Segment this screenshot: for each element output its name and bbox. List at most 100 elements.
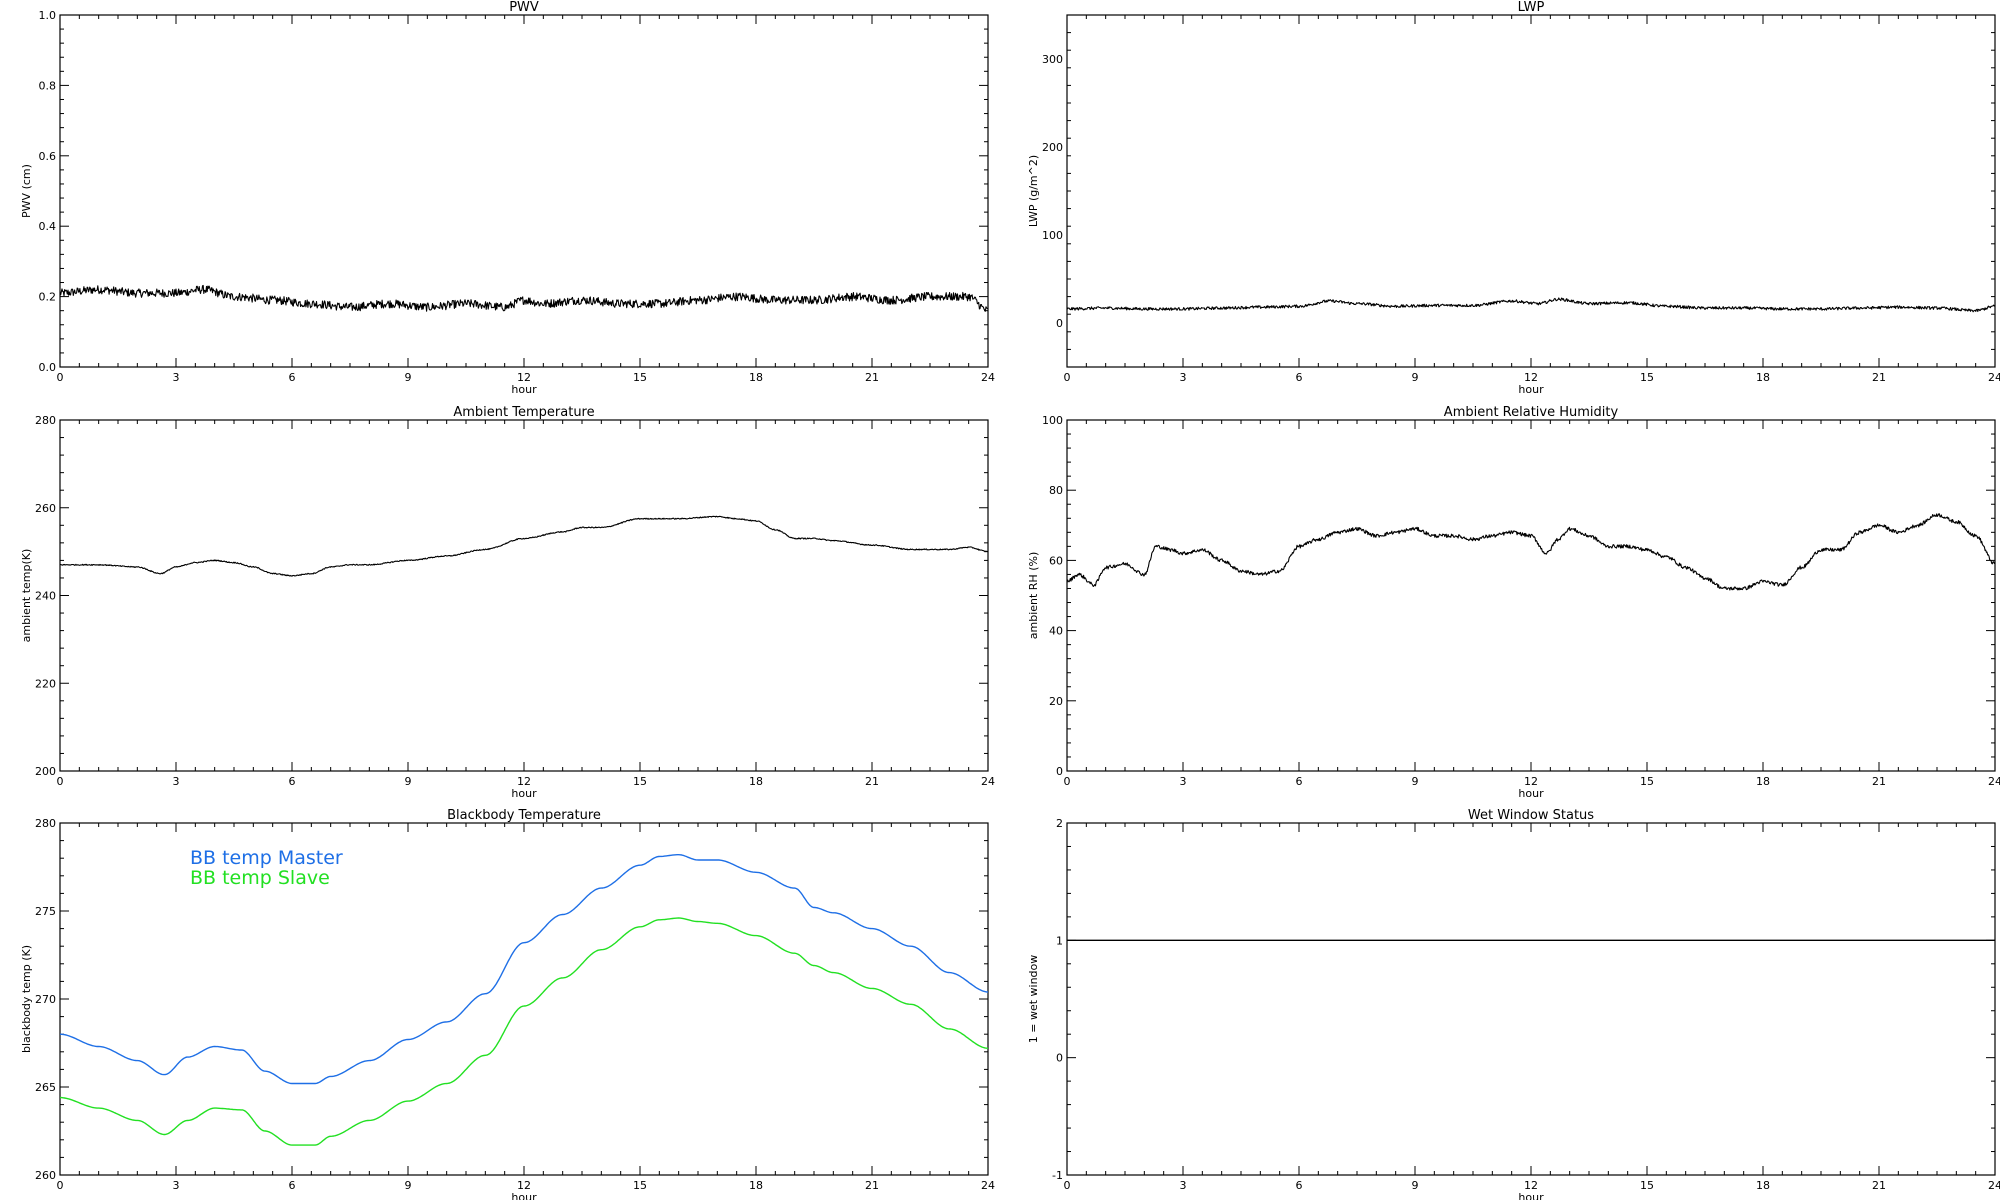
y-tick-label: 265 [35,1081,56,1094]
x-tick-label: 6 [1296,775,1303,788]
x-tick-label: 18 [749,775,763,788]
x-tick-label: 21 [1872,1179,1886,1192]
x-axis-label: hour [1518,787,1544,800]
x-tick-label: 6 [289,371,296,384]
chart-title: PWV [509,0,539,15]
x-tick-label: 18 [1756,775,1770,788]
y-axis-label: ambient temp(K) [20,549,33,643]
x-tick-label: 15 [1640,775,1654,788]
x-axis-label: hour [511,787,537,800]
y-tick-label: 200 [35,765,56,778]
x-axis-label: hour [1518,1191,1544,1200]
x-tick-label: 0 [1064,371,1071,384]
x-tick-label: 24 [981,1179,995,1192]
y-tick-label: 60 [1049,554,1063,567]
x-tick-label: 9 [405,775,412,788]
y-axis-label: blackbody temp (K) [20,945,33,1053]
x-tick-label: 0 [57,775,64,788]
x-tick-label: 12 [1524,1179,1538,1192]
series-line [59,284,989,312]
x-tick-label: 24 [981,775,995,788]
x-tick-label: 9 [405,1179,412,1192]
y-tick-label: 280 [35,414,56,427]
x-tick-label: 3 [173,775,180,788]
y-tick-label: 260 [35,1169,56,1182]
series-line [1066,513,1996,591]
y-tick-label: 220 [35,677,56,690]
chart-ambient_temp: Ambient Temperature 0 3 6 9 12 15 18 21 24 hour 200… [20,405,995,800]
y-tick-label: 2 [1056,817,1063,830]
x-tick-label: 18 [1756,371,1770,384]
x-tick-label: 9 [405,371,412,384]
x-tick-label: 9 [1412,1179,1419,1192]
x-tick-label: 0 [1064,1179,1071,1192]
x-tick-label: 21 [865,371,879,384]
plot-frame [1066,822,1996,1176]
x-tick-label: 24 [1988,371,2000,384]
x-tick-label: 12 [1524,371,1538,384]
y-tick-label: 260 [35,502,56,515]
x-tick-label: 15 [1640,371,1654,384]
y-tick-label: 100 [1042,414,1063,427]
x-axis-label: hour [511,1191,537,1200]
y-tick-label: 270 [35,993,56,1006]
y-tick-label: 280 [35,817,56,830]
x-tick-label: 6 [1296,371,1303,384]
x-tick-label: 0 [57,371,64,384]
chart-title: Ambient Temperature [453,405,594,420]
y-tick-label: 1.0 [39,9,57,22]
x-tick-label: 21 [1872,371,1886,384]
x-tick-label: 24 [981,371,995,384]
x-tick-label: 6 [289,775,296,788]
chart-lwp: LWP 0 3 6 9 12 15 18 21 24 hour 0 100 200 300 LWP (g/m^… [1027,0,2000,396]
y-tick-label: 0.6 [39,150,57,163]
legend-entry: BB temp Master [190,847,343,869]
y-tick-label: 0.2 [39,291,57,304]
x-tick-label: 21 [865,1179,879,1192]
series-line [60,515,989,577]
x-tick-label: 12 [1524,775,1538,788]
y-tick-label: -1 [1052,1169,1063,1182]
chart-title: Ambient Relative Humidity [1444,405,1619,420]
series-line-bb-temp-master [59,854,989,1085]
chart-ambient_rh: Ambient Relative Humidity 0 3 6 9 12 15 18 21 24 h… [1027,405,2000,800]
x-tick-label: 3 [1180,775,1187,788]
x-tick-label: 24 [1988,775,2000,788]
plot-frame [59,419,989,772]
y-tick-label: 40 [1049,625,1063,638]
y-axis-label: PWV (cm) [20,164,33,218]
x-tick-label: 6 [289,1179,296,1192]
y-tick-label: 0.8 [39,79,57,92]
x-tick-label: 3 [173,371,180,384]
x-tick-label: 21 [865,775,879,788]
y-tick-label: 1 [1056,934,1063,947]
chart-title: Blackbody Temperature [447,808,601,823]
chart-blackbody_temp: Blackbody Temperature 0 3 6 9 12 15 18 21 24 hour 2… [20,808,995,1200]
y-tick-label: 100 [1042,229,1063,242]
y-tick-label: 0.0 [39,361,57,374]
y-tick-label: 0 [1056,765,1063,778]
y-tick-label: 0.4 [39,220,57,233]
y-tick-label: 80 [1049,484,1063,497]
y-tick-label: 0 [1056,1052,1063,1065]
chart-title: LWP [1518,0,1545,15]
x-tick-label: 6 [1296,1179,1303,1192]
chart-pwv: PWV 0 3 6 9 12 15 18 21 24 hour 0.0 0.2 0.4 0.6 0.8 1.0 P… [20,0,995,396]
y-axis-label: LWP (g/m^2) [1027,155,1040,227]
plot-frame [1066,14,1996,368]
chart-title: Wet Window Status [1468,808,1594,823]
y-axis-label: ambient RH (%) [1027,552,1040,640]
legend-entry: BB temp Slave [190,867,330,889]
x-axis-label: hour [511,383,537,396]
x-tick-label: 15 [633,371,647,384]
x-tick-label: 3 [1180,371,1187,384]
x-tick-label: 24 [1988,1179,2000,1192]
y-tick-label: 0 [1056,317,1063,330]
x-axis-label: hour [1518,383,1544,396]
x-tick-label: 0 [57,1179,64,1192]
x-tick-label: 12 [517,1179,531,1192]
plot-frame [1066,419,1996,772]
x-tick-label: 18 [1756,1179,1770,1192]
